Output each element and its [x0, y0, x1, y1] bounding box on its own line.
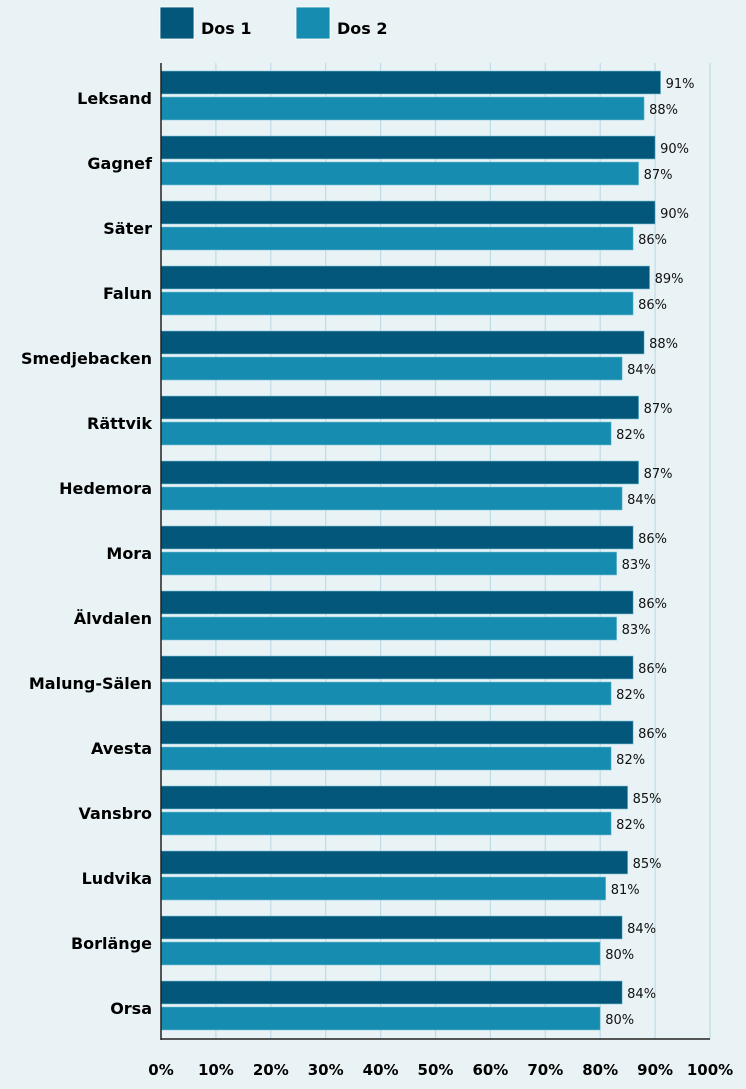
bar-dos2 — [160, 226, 634, 251]
value-label: 84% — [627, 363, 656, 378]
value-label: 83% — [622, 558, 651, 573]
bars — [160, 70, 661, 1031]
bar-dos2 — [160, 746, 612, 771]
value-label: 85% — [633, 857, 662, 872]
value-label: 87% — [644, 168, 673, 183]
category-label: Orsa — [110, 999, 152, 1018]
category-label: Rättvik — [87, 414, 152, 433]
category-label: Borlänge — [71, 934, 152, 953]
value-label: 86% — [638, 233, 667, 248]
value-label: 90% — [660, 142, 689, 157]
value-label: 87% — [644, 402, 673, 417]
bar-dos2 — [160, 356, 623, 381]
value-label: 86% — [638, 298, 667, 313]
value-label: 88% — [649, 103, 678, 118]
x-tick-label: 100% — [687, 1061, 733, 1079]
bar-dos1 — [160, 70, 661, 95]
value-label: 84% — [627, 493, 656, 508]
category-label: Vansbro — [78, 804, 152, 823]
gridlines — [215, 63, 711, 1039]
x-tick-label: 0% — [148, 1061, 173, 1079]
bar-dos1 — [160, 330, 645, 355]
category-label: Gagnef — [87, 154, 153, 173]
x-tick-label: 20% — [253, 1061, 289, 1079]
bar-dos1 — [160, 980, 623, 1005]
bar-dos2 — [160, 811, 612, 836]
category-label: Säter — [103, 219, 152, 238]
value-label: 83% — [622, 623, 651, 638]
bar-dos2 — [160, 1006, 601, 1031]
category-label: Mora — [106, 544, 152, 563]
category-label: Älvdalen — [74, 609, 152, 628]
legend-label-1: Dos 1 — [201, 19, 252, 38]
bar-dos1 — [160, 460, 639, 485]
category-label: Leksand — [77, 89, 152, 108]
legend-swatch-1 — [159, 6, 195, 40]
category-label: Falun — [103, 284, 152, 303]
value-label: 84% — [627, 987, 656, 1002]
bar-dos1 — [160, 590, 634, 615]
x-tick-labels: 0% 10% 20% 30% 40% 50% 60% 70% 80% 90% 100% — [148, 1061, 733, 1079]
legend-swatch-2 — [295, 6, 331, 40]
value-label: 85% — [633, 792, 662, 807]
bar-dos2 — [160, 421, 612, 446]
axes — [160, 63, 710, 1040]
value-label: 81% — [611, 883, 640, 898]
bar-dos2 — [160, 96, 645, 121]
value-label: 86% — [638, 532, 667, 547]
category-label: Malung-Sälen — [29, 674, 152, 693]
x-tick-label: 10% — [198, 1061, 234, 1079]
legend: Dos 1 Dos 2 — [159, 6, 388, 40]
value-label: 82% — [616, 753, 645, 768]
x-tick-label: 80% — [582, 1061, 618, 1079]
category-labels: Leksand Gagnef Säter Falun Smedjebacken Rättv… — [21, 89, 153, 1018]
value-label: 88% — [649, 337, 678, 352]
x-tick-label: 90% — [637, 1061, 673, 1079]
value-label: 91% — [666, 77, 695, 92]
category-label: Smedjebacken — [21, 349, 152, 368]
value-label: 80% — [605, 948, 634, 963]
bar-dos1 — [160, 135, 656, 160]
category-label: Ludvika — [82, 869, 152, 888]
x-tick-label: 60% — [472, 1061, 508, 1079]
category-label: Avesta — [91, 739, 152, 758]
value-label: 86% — [638, 662, 667, 677]
x-tick-label: 30% — [308, 1061, 344, 1079]
bar-dos2 — [160, 616, 617, 641]
value-label: 86% — [638, 727, 667, 742]
legend-label-2: Dos 2 — [337, 19, 388, 38]
bar-dos1 — [160, 525, 634, 550]
value-label: 90% — [660, 207, 689, 222]
value-label: 80% — [605, 1013, 634, 1028]
bar-dos2 — [160, 161, 639, 186]
bar-dos2 — [160, 876, 606, 901]
bar-dos1 — [160, 785, 628, 810]
value-label: 87% — [644, 467, 673, 482]
bar-dos1 — [160, 265, 650, 290]
x-tick-label: 50% — [418, 1061, 454, 1079]
bar-dos2 — [160, 681, 612, 706]
bar-dos2 — [160, 486, 623, 511]
bar-dos1 — [160, 720, 634, 745]
x-tick-label: 70% — [527, 1061, 563, 1079]
bar-dos1 — [160, 655, 634, 680]
value-label: 82% — [616, 428, 645, 443]
x-tick-label: 40% — [363, 1061, 399, 1079]
value-label: 84% — [627, 922, 656, 937]
category-label: Hedemora — [59, 479, 152, 498]
bar-dos1 — [160, 200, 656, 225]
value-label: 86% — [638, 597, 667, 612]
value-labels: 91% 88% 90% 87% 90% 86% 89% 86% 88% 84% 87% 82% 87% 8… — [605, 77, 694, 1028]
bar-dos1 — [160, 395, 639, 420]
value-label: 82% — [616, 818, 645, 833]
value-label: 82% — [616, 688, 645, 703]
value-label: 89% — [655, 272, 684, 287]
bar-dos2 — [160, 291, 634, 316]
bar-dos1 — [160, 850, 628, 875]
bar-dos2 — [160, 551, 617, 576]
bar-dos2 — [160, 941, 601, 966]
bar-dos1 — [160, 915, 623, 940]
